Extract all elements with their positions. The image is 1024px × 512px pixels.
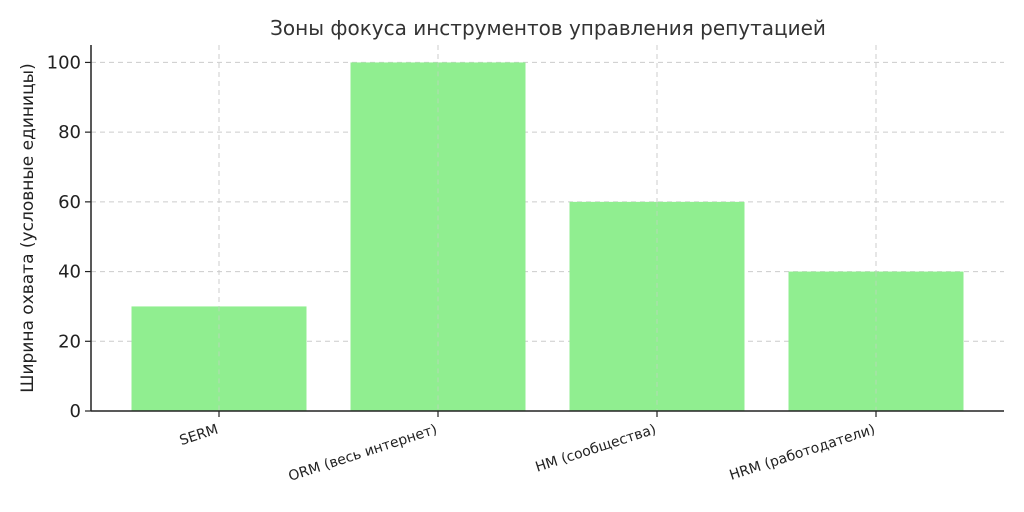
bar <box>131 306 307 411</box>
chart-title: Зоны фокуса инструментов управления репу… <box>270 16 826 40</box>
y-tick-label: 100 <box>47 52 81 73</box>
bar <box>788 271 964 411</box>
axes <box>85 45 1004 417</box>
y-tick-label: 80 <box>58 122 81 143</box>
bars <box>131 62 964 412</box>
x-tick-label: HRM (работодатели) <box>728 422 878 484</box>
y-tick-label: 40 <box>58 262 81 283</box>
y-tick-label: 60 <box>58 192 81 213</box>
x-tick-label: SERM <box>178 422 221 449</box>
x-tick-label: ORM (весь интернет) <box>287 422 440 485</box>
y-axis-label: Ширина охвата (условные единицы) <box>18 63 38 392</box>
y-tick-label: 0 <box>70 401 81 422</box>
y-tick-label: 20 <box>58 331 81 352</box>
x-tick-label: HM (сообщества) <box>534 422 659 476</box>
x-tick-labels: SERM ORM (весь интернет) HM (сообщества) HR… <box>178 422 878 485</box>
y-tick-labels: 0 20 40 60 80 100 <box>47 52 81 422</box>
